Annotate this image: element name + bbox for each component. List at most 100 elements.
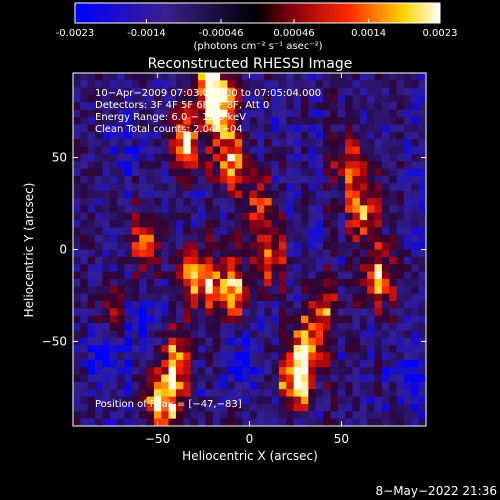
heatmap-cell <box>117 403 126 412</box>
heatmap-cell <box>227 330 236 339</box>
heatmap-cell <box>367 183 376 192</box>
heatmap-cell <box>153 205 162 214</box>
heatmap-cell <box>323 308 331 317</box>
colorbar-tick-label: -0.0023 <box>56 28 95 39</box>
heatmap-cell <box>80 161 89 170</box>
heatmap-cell <box>124 403 133 412</box>
heatmap-cell <box>323 161 331 170</box>
heatmap-cell <box>183 300 192 309</box>
heatmap-cell <box>396 286 405 295</box>
heatmap-cell <box>102 146 111 155</box>
heatmap-cell <box>95 153 104 162</box>
heatmap-cell <box>264 389 273 398</box>
heatmap-cell <box>205 345 214 354</box>
heatmap-cell <box>95 95 104 104</box>
heatmap-cell <box>308 381 317 390</box>
heatmap-cell <box>367 264 376 273</box>
heatmap-cell <box>396 242 405 251</box>
heatmap-cell <box>234 293 243 302</box>
heatmap-cell <box>95 242 104 251</box>
heatmap-cell <box>183 109 192 118</box>
heatmap-cell <box>102 389 111 398</box>
timestamp: 8−May−2022 21:36 <box>376 484 498 498</box>
heatmap-cell <box>212 131 221 140</box>
heatmap-cell <box>131 95 140 104</box>
heatmap-cell <box>286 256 295 265</box>
heatmap-cell <box>249 389 258 398</box>
heatmap-cell <box>124 308 133 317</box>
heatmap-cell <box>183 249 192 258</box>
heatmap-cell <box>242 286 251 295</box>
heatmap-cell <box>212 411 221 420</box>
heatmap-cell <box>175 315 184 324</box>
heatmap-cell <box>345 308 354 317</box>
heatmap-cell <box>381 205 390 214</box>
heatmap-cell <box>256 146 265 155</box>
heatmap-cell <box>308 367 317 376</box>
heatmap-cell <box>190 300 199 309</box>
heatmap-cell <box>234 234 243 243</box>
heatmap-cell <box>242 345 251 354</box>
heatmap-cell <box>389 242 398 251</box>
heatmap-cell <box>256 227 265 236</box>
heatmap-cell <box>212 308 221 317</box>
heatmap-cell <box>308 278 317 287</box>
heatmap-cell <box>198 117 206 126</box>
heatmap-cell <box>256 80 265 89</box>
heatmap-cell <box>293 87 302 96</box>
heatmap-cell <box>212 271 221 280</box>
heatmap-cell <box>124 300 133 309</box>
heatmap-cell <box>124 198 133 206</box>
heatmap-cell <box>411 359 420 368</box>
heatmap-cell <box>109 293 118 302</box>
heatmap-cell <box>242 256 251 265</box>
heatmap-cell <box>330 300 339 309</box>
heatmap-cell <box>300 168 309 177</box>
heatmap-cell <box>161 352 170 361</box>
heatmap-cell <box>87 315 96 324</box>
heatmap-cell <box>190 212 199 221</box>
heatmap-cell <box>242 374 251 383</box>
heatmap-cell <box>198 315 206 324</box>
heatmap-cell <box>198 80 206 89</box>
x-axis-label: Heliocentric X (arcsec) <box>182 449 318 463</box>
heatmap-cell <box>234 403 243 412</box>
heatmap-cell <box>198 352 206 361</box>
heatmap-cell <box>131 168 140 177</box>
heatmap-cell <box>131 190 140 199</box>
heatmap-cell <box>95 190 104 199</box>
heatmap-cell <box>352 124 361 133</box>
heatmap-cell <box>278 323 287 331</box>
heatmap-cell <box>80 205 89 214</box>
heatmap-cell <box>73 352 81 361</box>
heatmap-cell <box>396 264 405 273</box>
heatmap-cell <box>146 396 155 405</box>
heatmap-cell <box>286 330 295 339</box>
heatmap-cell <box>389 87 398 96</box>
heatmap-cell <box>359 367 368 376</box>
heatmap-cell <box>271 183 280 192</box>
heatmap-cell <box>205 271 214 280</box>
heatmap-cell <box>205 264 214 273</box>
heatmap-cell <box>168 234 177 243</box>
heatmap-cell <box>95 308 104 317</box>
heatmap-cell <box>168 286 177 295</box>
heatmap-cell <box>190 146 199 155</box>
heatmap-cell <box>352 146 361 155</box>
heatmap-cell <box>198 212 206 221</box>
heatmap-cell <box>271 146 280 155</box>
heatmap-cell <box>146 381 155 390</box>
heatmap-cell <box>271 212 280 221</box>
heatmap-cell <box>146 242 155 251</box>
heatmap-cell <box>293 183 302 192</box>
heatmap-cell <box>242 315 251 324</box>
heatmap-cell <box>352 403 361 412</box>
heatmap-cell <box>205 411 214 420</box>
heatmap-cell <box>300 359 309 368</box>
heatmap-cell <box>308 242 317 251</box>
heatmap-cell <box>131 315 140 324</box>
heatmap-cell <box>249 293 258 302</box>
heatmap-cell <box>323 411 331 420</box>
heatmap-cell <box>345 249 354 258</box>
heatmap-cell <box>102 220 111 229</box>
